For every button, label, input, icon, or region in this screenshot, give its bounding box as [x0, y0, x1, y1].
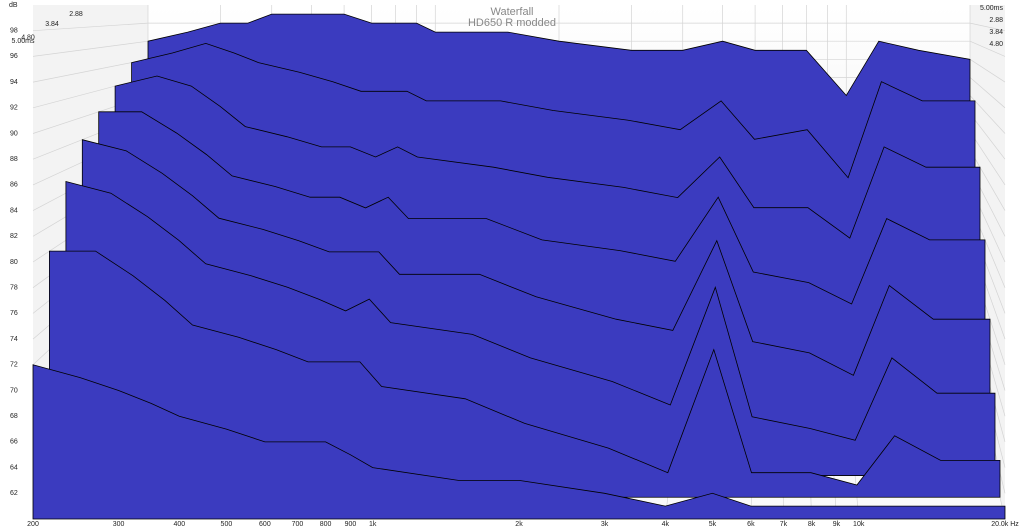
y-tick-label: 94 [10, 79, 18, 86]
x-tick-label: 20.0k Hz [991, 521, 1019, 528]
x-tick-label: 5k [709, 521, 717, 528]
x-tick-label: 9k [833, 521, 841, 528]
slice [32, 364, 1006, 520]
z-tick-label: 2.88 [69, 11, 83, 18]
grid-line [969, 40, 1006, 57]
x-tick-label: 600 [259, 521, 271, 528]
grid-line [32, 22, 149, 32]
x-tick-label: 300 [113, 521, 125, 528]
z-tick-label: 5.00ms [12, 38, 35, 45]
y-tick-label: 64 [10, 464, 18, 471]
y-axis-label: dB [9, 2, 18, 9]
y-tick-label: 80 [10, 259, 18, 266]
grid-line [969, 113, 1006, 160]
y-tick-label: 76 [10, 310, 18, 317]
z-tick-label: 5.00ms [980, 5, 1003, 12]
x-tick-label: 6k [747, 521, 755, 528]
y-tick-label: 74 [10, 336, 18, 343]
grid-line [969, 95, 1006, 134]
x-tick-label: 8k [808, 521, 816, 528]
z-tick-label: 4.80 [21, 35, 35, 42]
x-tick-label: 800 [320, 521, 332, 528]
x-tick-label: 700 [292, 521, 304, 528]
z-tick-label: 2.88 [989, 17, 1003, 24]
y-tick-label: 62 [10, 490, 18, 497]
x-tick-label: 4k [662, 521, 670, 528]
y-tick-label: 90 [10, 130, 18, 137]
grid-line [969, 22, 1006, 32]
chart-title: Waterfall [491, 6, 534, 18]
y-tick-label: 92 [10, 105, 18, 112]
grid-line [32, 40, 149, 57]
x-tick-label: 200 [27, 521, 39, 528]
grid-line [969, 59, 1006, 83]
x-tick-label: 500 [221, 521, 233, 528]
x-tick-label: 400 [173, 521, 185, 528]
x-tick-label: 3k [601, 521, 609, 528]
y-tick-label: 82 [10, 233, 18, 240]
grid-line [969, 131, 1006, 186]
slice [49, 250, 1001, 498]
grid-line [32, 58, 149, 83]
y-tick-label: 98 [10, 28, 18, 35]
x-tick-label: 10k [853, 521, 865, 528]
y-tick-label: 88 [10, 156, 18, 163]
z-tick-label: 3.84 [989, 29, 1003, 36]
slices [32, 13, 1006, 520]
y-tick-label: 86 [10, 182, 18, 189]
y-tick-label: 68 [10, 413, 18, 420]
x-tick-label: 1k [369, 521, 377, 528]
x-tick-label: 7k [780, 521, 788, 528]
y-tick-label: 96 [10, 53, 18, 60]
x-tick-label: 2k [515, 521, 523, 528]
y-tick-label: 70 [10, 387, 18, 394]
z-tick-label: 4.80 [989, 41, 1003, 48]
chart-subtitle: HD650 R modded [468, 17, 556, 29]
y-tick-label: 84 [10, 207, 18, 214]
y-tick-label: 78 [10, 285, 18, 292]
y-tick-label: 72 [10, 362, 18, 369]
x-tick-label: 900 [345, 521, 357, 528]
y-tick-label: 66 [10, 439, 18, 446]
labels: Waterfall HD650 R modded dB 200 300 400 500… [9, 2, 1019, 528]
grid-line [969, 149, 1006, 211]
z-tick-label: 3.84 [45, 21, 59, 28]
grid-line [969, 77, 1006, 109]
